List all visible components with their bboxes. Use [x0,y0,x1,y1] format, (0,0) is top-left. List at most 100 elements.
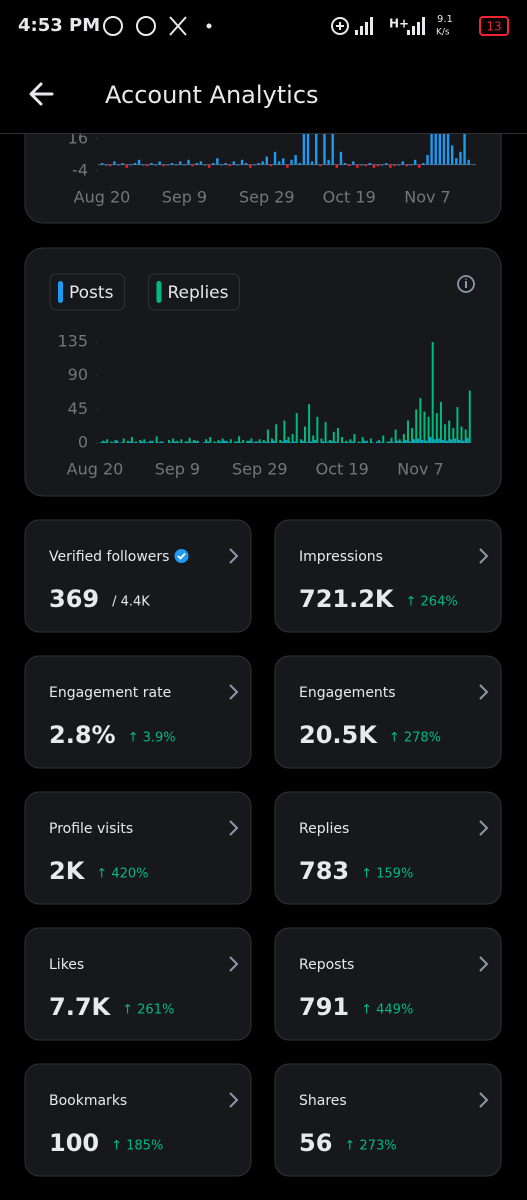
bar [382,435,385,443]
bar [191,164,194,167]
bar [360,164,363,166]
cards: Verified followers 369 / 4.4K Impressions 72… [24,519,502,1177]
card-change: ↑ 264% [406,595,458,610]
bar [143,439,146,443]
bar [341,437,344,443]
bar [441,440,444,443]
bar [455,158,458,165]
card-value: 20.5K [299,721,378,749]
chevron [229,548,239,564]
bar [142,164,145,166]
bar [158,161,161,165]
bar [451,145,454,165]
card-value: 721.2K [299,585,395,613]
bar [445,440,448,443]
stat-card[interactable] [24,927,252,1041]
card-total: / 4.4K [112,595,150,610]
card-label: Reposts [299,957,354,973]
bar [137,159,141,165]
bar [213,441,216,443]
bar [130,437,133,443]
clock: 4:53 PM [18,15,100,36]
bar [388,441,391,443]
card-value: 791 [299,993,349,1021]
bar [413,439,416,443]
stat-card[interactable] [24,791,252,905]
stat-card[interactable] [274,655,502,769]
bar [442,133,446,165]
speed-unit: K/s [436,28,450,38]
y-tick-label: 135 [57,332,88,351]
legend-item[interactable] [147,273,240,311]
stat-card[interactable] [274,927,502,1041]
card-value: 2K [49,857,86,885]
bar [179,161,182,165]
bar [268,442,271,443]
bar [100,163,104,165]
x-tick-label: Aug 20 [67,460,124,479]
card-change: ↑ 159% [361,867,413,882]
top-chart: 16 -4 Aug 20 Sep 9 Sep 29 Oct 19 Nov 7 [68,133,476,207]
bar [299,439,302,443]
y-tick-label: 45 [68,399,88,418]
bar [406,420,409,443]
bar [378,440,381,443]
bar [400,441,403,443]
x-tick-label: Nov 7 [404,188,451,207]
bar [404,440,407,443]
bar [242,440,245,443]
y-tick-label: -4 [72,161,88,180]
chevron [229,956,239,972]
bar [116,440,119,443]
bar [380,442,383,443]
bar [265,156,268,165]
bar [305,442,308,443]
bar [250,438,253,443]
bar [314,440,317,443]
bar [301,440,304,443]
legend-item[interactable] [49,273,125,311]
bar [405,164,409,167]
card-change: ↑ 449% [361,1003,413,1018]
bar [187,159,190,165]
stat-card[interactable] [274,1063,502,1177]
bar [415,409,418,443]
stat-card[interactable] [274,519,502,633]
bar [433,439,436,443]
bar [295,413,298,443]
bar [448,420,451,443]
bar [380,164,384,166]
bar [135,441,138,443]
bar [258,439,261,443]
bar [166,164,170,166]
legend-swatch [156,281,162,303]
bar [402,434,405,443]
bar [365,440,368,443]
bar [279,440,282,443]
chevron [479,820,489,836]
bar [252,442,255,443]
stat-card[interactable] [24,519,252,633]
bar [351,441,354,443]
bar [422,163,425,165]
bar [418,164,421,168]
bar [426,155,429,165]
bar [155,436,158,443]
back-button[interactable] [29,82,54,106]
bar [192,440,195,443]
bar [332,431,335,443]
bar [190,442,193,443]
bar [342,442,345,443]
stat-card[interactable] [24,1063,252,1177]
bar [452,428,455,443]
bar [159,441,162,443]
bar [245,163,248,165]
stat-card[interactable] [24,655,252,769]
card-value: 369 [49,585,99,613]
bar [289,442,292,443]
bar [248,440,251,443]
stat-card[interactable] [274,791,502,905]
bar [112,442,115,443]
bar [238,436,241,443]
bar [157,442,160,443]
